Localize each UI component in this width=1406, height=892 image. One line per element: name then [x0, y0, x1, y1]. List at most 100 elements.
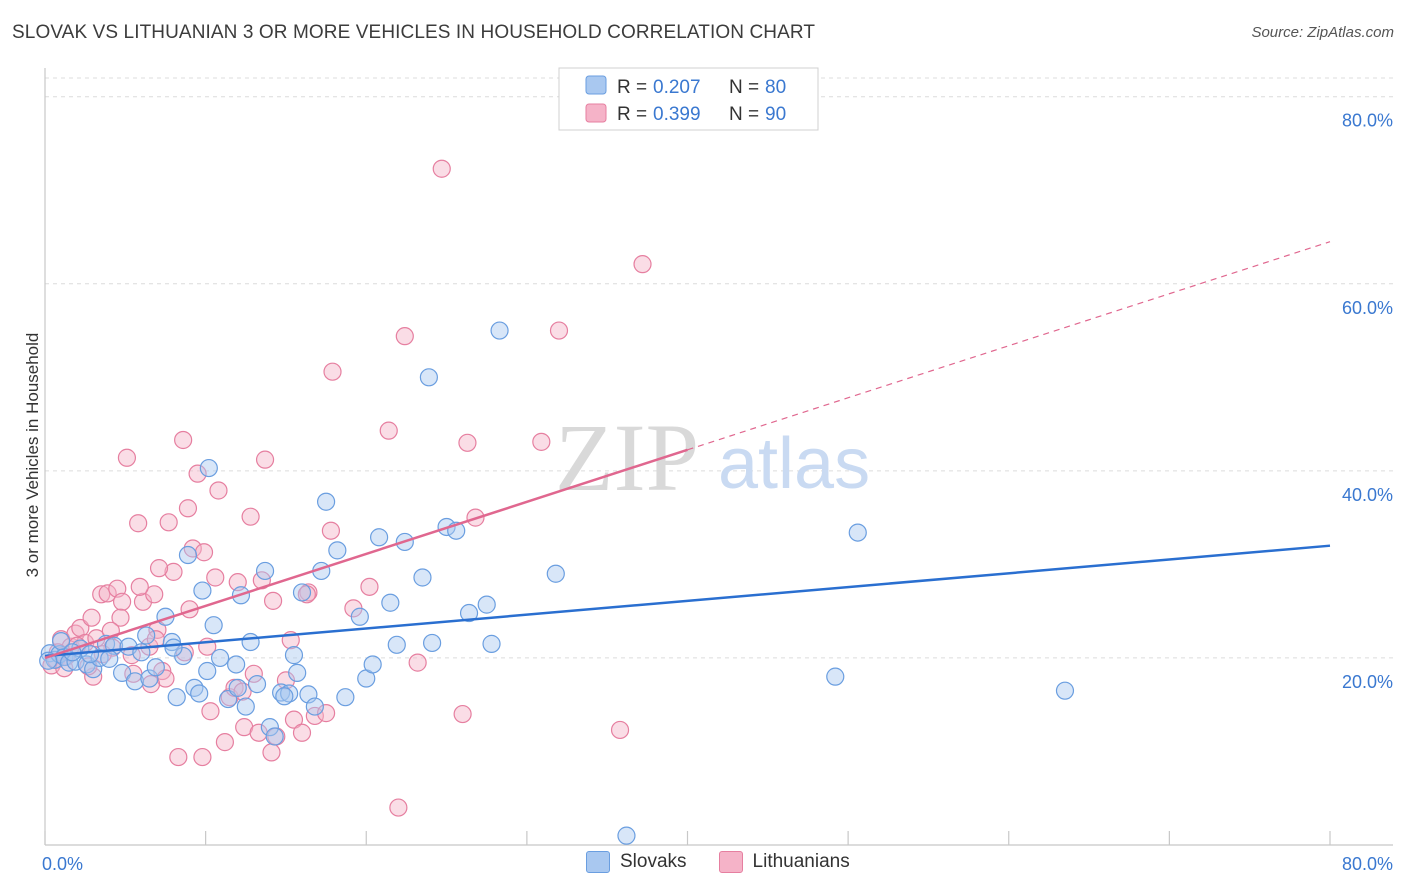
lithuanians-point-23: [159, 513, 178, 532]
slovaks-point-53: [381, 593, 400, 612]
slovaks-point-20: [167, 688, 186, 707]
lithuanians-point-78: [201, 702, 220, 721]
lithuanians-point-10: [92, 585, 111, 604]
legend-bottom-label-lithuanians: Lithuanians: [752, 851, 850, 872]
lithuanians-point-85: [130, 577, 149, 596]
slovaks-point-27: [204, 616, 223, 635]
lithuanians-point-29: [188, 464, 207, 483]
slovaks-point-39: [280, 684, 299, 703]
legend-bottom-swatch-slovaks: [586, 851, 610, 873]
lithuanians-point-61: [532, 432, 551, 451]
slovaks-point-16: [140, 669, 159, 688]
slovaks-point-68: [848, 523, 867, 542]
trendline-lithuanians-extension: [687, 241, 1331, 451]
slovaks-point-33: [241, 632, 260, 652]
axis-layer: 20.0% 40.0% 60.0% 80.0%: [44, 68, 1393, 846]
series-slovaks: [39, 321, 1075, 845]
legend-item-slovaks: Slovaks: [586, 851, 687, 873]
legend-n-label-0: N =: [729, 77, 759, 98]
slovaks-point-41: [288, 663, 307, 682]
slovaks-point-62: [477, 595, 496, 614]
slovaks-point-73: [137, 626, 156, 645]
slovaks-point-63: [482, 634, 501, 653]
legend-item-lithuanians: Lithuanians: [718, 851, 850, 873]
slovaks-point-69: [1055, 681, 1075, 700]
y-tick-label-80: 80.0%: [1342, 111, 1393, 131]
slovaks-point-76: [228, 678, 247, 697]
legend-swatch-slovaks: [585, 75, 607, 95]
lithuanians-point-27: [178, 499, 198, 518]
lithuanians-point-55: [395, 327, 414, 346]
lithuanians-point-38: [241, 507, 260, 526]
lithuanians-point-57: [432, 159, 451, 178]
lithuanians-point-32: [206, 568, 225, 587]
slovaks-point-58: [423, 633, 442, 653]
slovaks-point-32: [236, 697, 255, 716]
lithuanians-point-58: [453, 704, 472, 724]
slovaks-point-65: [546, 564, 565, 583]
lithuanians-point-42: [262, 743, 281, 762]
slovaks-point-28: [210, 648, 230, 668]
slovaks-point-14: [125, 672, 145, 691]
lithuanians-point-15: [117, 448, 137, 467]
slovaks-point-48: [336, 688, 355, 707]
slovaks-point-24: [190, 684, 209, 703]
lithuanians-point-41: [255, 450, 275, 469]
lithuanians-point-26: [174, 430, 193, 450]
slovaks-point-47: [328, 541, 347, 560]
slovaks-point-22: [178, 545, 198, 565]
slovaks-point-23: [185, 678, 204, 697]
slovaks-point-25: [193, 581, 212, 600]
lithuanians-point-59: [458, 433, 477, 452]
slovaks-point-8: [84, 660, 103, 679]
slovaks-point-57: [419, 368, 438, 387]
slovaks-point-17: [146, 658, 165, 677]
lithuanians-point-54: [379, 421, 398, 440]
lithuanians-point-14: [112, 592, 132, 611]
legend-bottom: Slovaks Lithuanians: [586, 851, 882, 873]
slovaks-point-54: [387, 635, 406, 654]
slovaks-point-71: [80, 645, 100, 664]
slovaks-point-40: [284, 646, 304, 665]
slovaks-point-26: [199, 458, 218, 478]
lithuanians-point-24: [164, 562, 183, 581]
lithuanians-point-64: [633, 255, 652, 274]
lithuanians-point-50: [321, 521, 341, 540]
y-tick-label-20: 20.0%: [1342, 672, 1393, 692]
slovaks-point-42: [292, 583, 312, 602]
source-credit: Source: ZipAtlas.com: [1251, 24, 1394, 41]
lithuanians-point-39: [244, 664, 263, 683]
watermark-zip: ZIP: [555, 404, 699, 511]
lithuanians-point-20: [145, 585, 164, 604]
lithuanians-point-45: [284, 710, 304, 729]
x-tick-label-max: 80.0%: [1342, 854, 1393, 874]
slovaks-point-36: [260, 718, 279, 737]
y-axis-label: 3 or more Vehicles in Household: [23, 333, 42, 578]
legend-top: R = 0.207 N = 80 R = 0.399 N = 90: [558, 67, 819, 131]
slovaks-point-37: [265, 727, 284, 746]
slovaks-point-52: [370, 528, 389, 547]
legend-r-label-0: R =: [617, 77, 647, 98]
lithuanians-point-87: [194, 543, 214, 562]
trend-layer: [44, 241, 1331, 660]
lithuanians-point-56: [408, 653, 427, 672]
lithuanians-point-48: [305, 706, 324, 726]
slovaks-point-34: [247, 675, 267, 694]
slovaks-point-72: [100, 649, 119, 668]
legend-r-value-1: 0.399: [653, 104, 701, 125]
lithuanians-point-65: [389, 798, 408, 817]
lithuanians-point-62: [549, 321, 569, 340]
slovaks-point-75: [198, 661, 217, 681]
lithuanians-point-53: [360, 577, 379, 596]
lithuanians-point-17: [129, 514, 148, 533]
legend-bottom-label-slovaks: Slovaks: [620, 851, 687, 872]
lithuanians-point-34: [215, 733, 234, 752]
lithuanians-point-25: [169, 747, 188, 767]
lithuanians-point-46: [292, 723, 312, 742]
slovaks-point-61: [459, 603, 479, 623]
lithuanians-point-49: [316, 704, 336, 723]
lithuanians-point-33: [209, 481, 228, 500]
legend-swatch-lithuanians: [585, 103, 607, 123]
legend-r-value-0: 0.207: [653, 77, 701, 98]
chart-title: SLOVAK VS LITHUANIAN 3 OR MORE VEHICLES …: [12, 22, 816, 43]
